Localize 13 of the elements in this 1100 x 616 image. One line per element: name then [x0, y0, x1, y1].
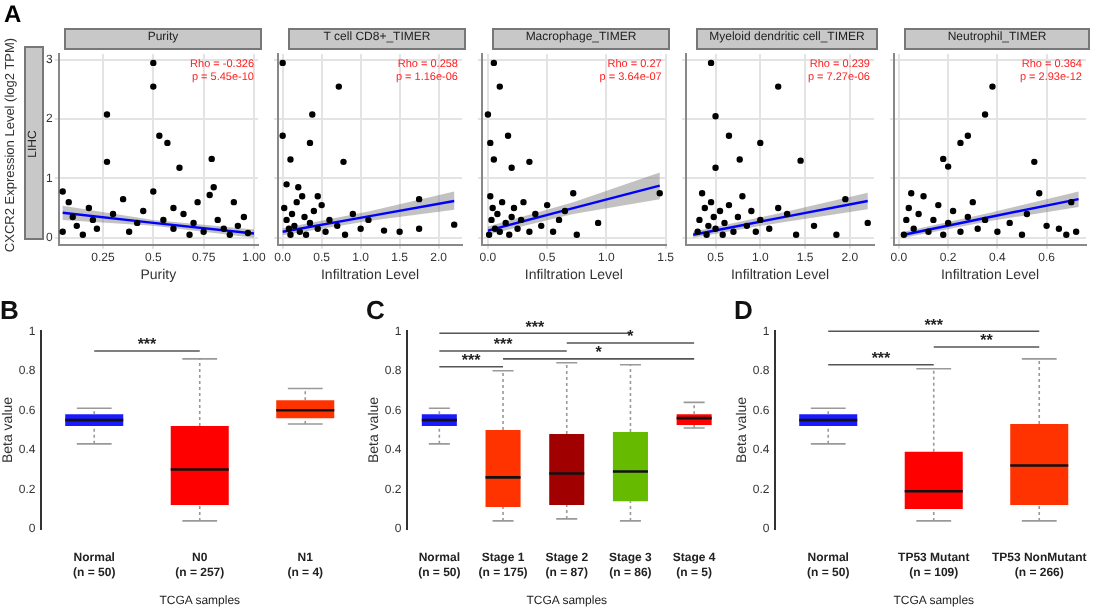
annotation: *** — [525, 317, 546, 336]
annotation: ** — [980, 331, 995, 350]
annotation: *** — [924, 315, 945, 334]
chart-title: D — [734, 294, 753, 325]
annotation: *** — [137, 335, 159, 354]
annotation: *** — [461, 351, 483, 370]
annotation: * — [595, 343, 604, 362]
chart-subtitle: A — [4, 0, 22, 28]
annotation: *** — [493, 335, 515, 354]
annotation: *** — [871, 349, 893, 368]
chart-title: C — [366, 294, 386, 325]
annotation: * — [627, 327, 636, 346]
chart-title: B — [0, 294, 19, 325]
